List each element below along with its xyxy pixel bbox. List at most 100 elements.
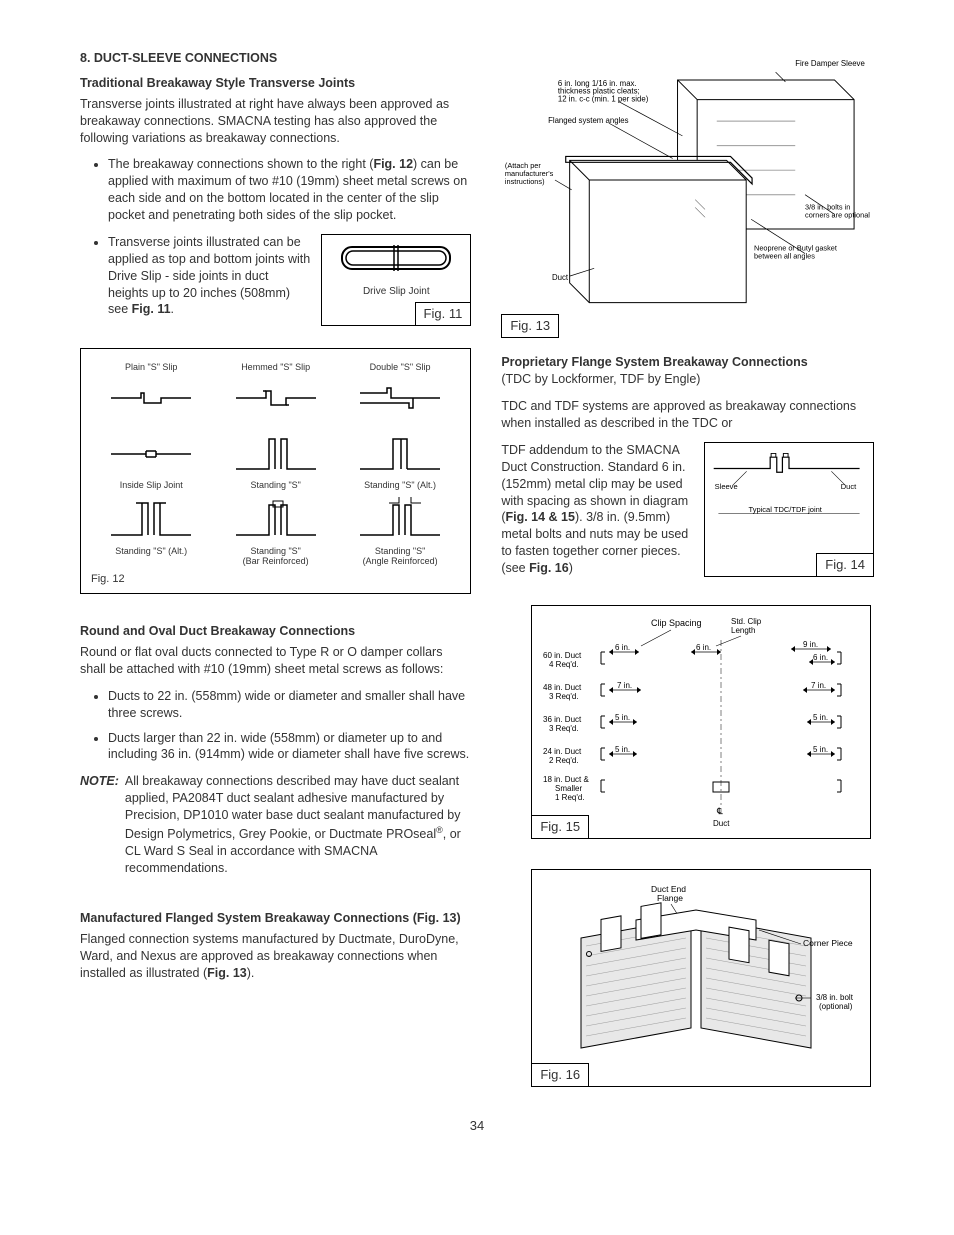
svg-text:9 in.: 9 in. (803, 640, 818, 649)
svg-text:6 in.: 6 in. (696, 643, 711, 652)
svg-text:18 in. Duct &Smaller1 Req'd.: 18 in. Duct &Smaller1 Req'd. (543, 775, 589, 802)
fig12-cell-standing-s-angle: Standing "S" (Angle Reinforced) (340, 495, 460, 567)
svg-text:36 in. Duct3 Req'd.: 36 in. Duct3 Req'd. (543, 715, 582, 733)
fig12-cell-standing-s-alt: Standing "S" (Alt.) (340, 429, 460, 491)
mfg-post: ). (247, 966, 255, 980)
svg-text:5 in.: 5 in. (615, 713, 630, 722)
bullet2-fig: Fig. 11 (132, 302, 171, 316)
fig12-cell-standing-s-bar: Standing "S" (Bar Reinforced) (215, 495, 335, 567)
fig12-lbl-4: Standing "S" (215, 481, 335, 491)
fig12-lbl-5: Standing "S" (Alt.) (340, 481, 460, 491)
fig12-cell-inside-slip: Inside Slip Joint (91, 429, 211, 491)
svg-text:(Attach permanufacturer'sinstr: (Attach permanufacturer'sinstructions) (505, 161, 554, 186)
mfg-title: Manufactured Flanged System Breakaway Co… (80, 910, 471, 927)
round-para: Round or flat oval ducts connected to Ty… (80, 644, 471, 678)
left-column: 8. DUCT-SLEEVE CONNECTIONS Traditional B… (80, 50, 471, 1087)
prop-p2-post: ) (569, 561, 573, 575)
fig11-row: Transverse joints illustrated can be app… (80, 234, 471, 338)
bullet1-fig: Fig. 12 (373, 157, 413, 171)
svg-text:6 in.: 6 in. (615, 643, 630, 652)
fig12-lbl-8: Standing "S" (Angle Reinforced) (340, 547, 460, 567)
note-pre: All breakaway connections described may … (125, 774, 461, 841)
mfg-pre: Flanged connection systems manufactured … (80, 932, 459, 980)
svg-text:Std. ClipLength: Std. ClipLength (731, 617, 762, 635)
mfg-para: Flanged connection systems manufactured … (80, 931, 471, 982)
note-reg: ® (436, 825, 443, 835)
fig12-cell-standing-s: Standing "S" (215, 429, 335, 491)
round-bullets: Ducts to 22 in. (558mm) wide or diameter… (80, 688, 471, 764)
fig12-lbl-1: Hemmed "S" Slip (215, 363, 335, 373)
svg-text:Corner Piece: Corner Piece (803, 938, 853, 948)
bullet-1: The breakaway connections shown to the r… (108, 156, 471, 224)
fig12-cell-hemmed-s: Hemmed "S" Slip (215, 363, 335, 425)
svg-text:6 in. long 1/16 in. max.thick: 6 in. long 1/16 in. max.thickness plasti… (558, 79, 649, 104)
fig12-cell-standing-s-alt2: Standing "S" (Alt.) (91, 495, 211, 567)
fig11-box: Fig. 11 (415, 302, 472, 326)
traditional-title: Traditional Breakaway Style Transverse J… (80, 75, 471, 92)
svg-text:3/8 in. bolts incorners are op: 3/8 in. bolts incorners are optional (805, 202, 870, 219)
fig16-container: Duct EndFlange (531, 869, 871, 1087)
note-label: NOTE: (80, 773, 119, 876)
svg-text:5 in.: 5 in. (813, 713, 828, 722)
svg-text:7 in.: 7 in. (811, 681, 826, 690)
svg-text:7 in.: 7 in. (617, 681, 632, 690)
prop-para2: TDF addendum to the SMACNA Duct Construc… (501, 442, 694, 577)
prop-para1: TDC and TDF systems are approved as brea… (501, 398, 874, 432)
fig12-grid: Plain "S" Slip Hemmed "S" Slip Double "S… (91, 363, 460, 567)
fig14-row: TDF addendum to the SMACNA Duct Construc… (501, 442, 874, 577)
traditional-para: Transverse joints illustrated at right h… (80, 96, 471, 147)
prop-title: Proprietary Flange System Breakaway Conn… (501, 354, 874, 371)
note-text: All breakaway connections described may … (125, 773, 471, 876)
fig12-lbl-3: Inside Slip Joint (91, 481, 211, 491)
svg-text:3/8 in. bolt(optional): 3/8 in. bolt(optional) (816, 993, 854, 1011)
svg-text:℄: ℄ (716, 806, 723, 816)
fig12-container: Plain "S" Slip Hemmed "S" Slip Double "S… (80, 348, 471, 594)
page-number: 34 (80, 1117, 874, 1135)
fig12-lbl-2: Double "S" Slip (340, 363, 460, 373)
fig11-joint-label: Drive Slip Joint (326, 285, 466, 299)
fig13-svg: Fire Damper Sleeve 6 in. long 1/16 in. m… (501, 50, 874, 310)
fig12-lbl-6: Standing "S" (Alt.) (91, 547, 211, 557)
traditional-bullets: The breakaway connections shown to the r… (80, 156, 471, 224)
fig16-svg: Duct EndFlange (540, 878, 862, 1078)
fig11-container: Drive Slip Joint Fig. 11 (321, 234, 471, 326)
bullet-2: Transverse joints illustrated can be app… (108, 234, 311, 318)
svg-text:Duct: Duct (552, 273, 569, 282)
bullet2-post: . (171, 302, 174, 316)
svg-text:Typical TDC/TDF joint: Typical TDC/TDF joint (749, 505, 823, 514)
fig13-sleeve-txt: Fire Damper Sleeve (796, 59, 866, 68)
drive-slip-svg (336, 241, 456, 281)
svg-text:5 in.: 5 in. (615, 745, 630, 754)
svg-text:24 in. Duct2 Req'd.: 24 in. Duct2 Req'd. (543, 747, 582, 765)
bullet-2-wrap: Transverse joints illustrated can be app… (80, 234, 311, 338)
round-b1: Ducts to 22 in. (558mm) wide or diameter… (108, 688, 471, 722)
svg-text:5 in.: 5 in. (813, 745, 828, 754)
page-content: 8. DUCT-SLEEVE CONNECTIONS Traditional B… (80, 50, 874, 1087)
fig15-box: Fig. 15 (531, 815, 589, 839)
svg-text:Duct: Duct (713, 819, 730, 828)
right-column: Fire Damper Sleeve 6 in. long 1/16 in. m… (501, 50, 874, 1087)
fig15-svg: Clip Spacing Std. ClipLength 60 in. Duct… (540, 614, 862, 834)
fig14-box: Fig. 14 (816, 553, 874, 577)
fig13-wrap: Fire Damper Sleeve 6 in. long 1/16 in. m… (501, 50, 874, 338)
prop-fig1415: Fig. 14 & 15 (505, 510, 574, 524)
fig15-container: Clip Spacing Std. ClipLength 60 in. Duct… (531, 605, 871, 839)
prop-subtitle: (TDC by Lockformer, TDF by Engle) (501, 371, 874, 388)
mfg-fig: Fig. 13 (207, 966, 247, 980)
fig14-svg: Sleeve Duct Typical TDC/TDF joint (709, 447, 869, 537)
svg-text:Neoprene or Butyl gasketbetwee: Neoprene or Butyl gasketbetween all angl… (754, 244, 837, 261)
fig13-box: Fig. 13 (501, 314, 559, 338)
fig16-box: Fig. 16 (531, 1063, 589, 1087)
round-title: Round and Oval Duct Breakaway Connection… (80, 623, 471, 640)
fig12-label: Fig. 12 (91, 572, 460, 587)
section-title: 8. DUCT-SLEEVE CONNECTIONS (80, 50, 471, 67)
svg-text:Flanged system angles: Flanged system angles (548, 116, 629, 125)
svg-text:48 in. Duct3 Req'd.: 48 in. Duct3 Req'd. (543, 683, 582, 701)
fig12-lbl-0: Plain "S" Slip (91, 363, 211, 373)
prop-fig16: Fig. 16 (529, 561, 569, 575)
fig12-cell-double-s: Double "S" Slip (340, 363, 460, 425)
svg-text:60 in. Duct4 Req'd.: 60 in. Duct4 Req'd. (543, 651, 582, 669)
fig12-lbl-7: Standing "S" (Bar Reinforced) (215, 547, 335, 567)
fig12-cell-plain-s: Plain "S" Slip (91, 363, 211, 425)
fig14-container: Sleeve Duct Typical TDC/TDF joint Fig. 1… (704, 442, 874, 577)
